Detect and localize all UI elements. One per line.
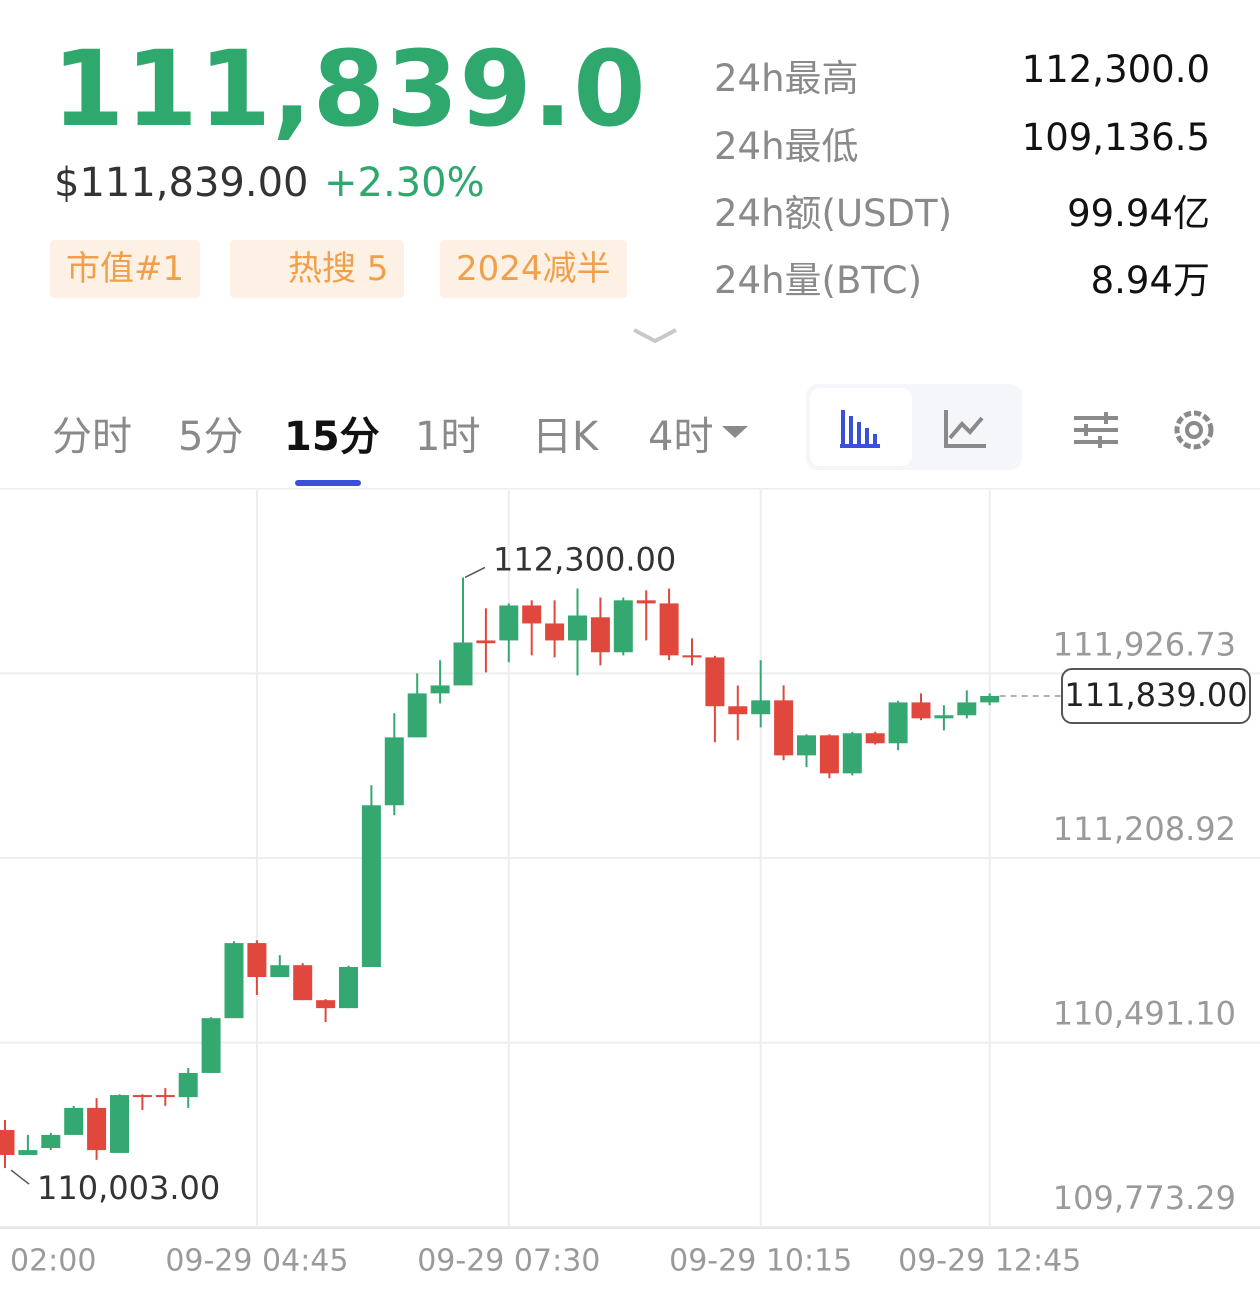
candle-body [0,1130,15,1155]
stat-label: 24h量(BTC) [714,259,923,302]
candle-body [682,655,702,658]
candle-body [590,617,610,653]
candle-body [18,1150,38,1155]
candle-body [636,600,656,604]
candle-body [110,1095,129,1153]
candle-body [41,1134,61,1149]
candle-body [407,693,427,738]
candle-body [201,1018,221,1073]
candle-body [522,605,542,624]
indicator-icon[interactable] [1074,412,1118,448]
tab[interactable]: 分时 [52,414,132,460]
candle-body [613,600,633,653]
candle-body [339,967,358,1009]
candle-body [87,1107,107,1151]
x-tick-label: 09-29 10:15 [669,1244,852,1279]
low-marker-label: 110,003.00 [37,1169,220,1207]
tab-underline [295,480,361,486]
candle-body [980,695,1000,703]
candle-body [545,623,565,641]
candle-body [224,943,244,1019]
low-marker-line [10,1169,30,1185]
stat-value: 109,136.5 [1021,116,1210,159]
candle-body [270,965,290,978]
candle-body [499,605,519,641]
x-tick-label: 09-29 07:30 [417,1244,600,1279]
candle-body [293,965,313,1001]
tag[interactable]: 热搜 5 [230,240,405,298]
candle-body [178,1072,198,1098]
candle-body [934,715,954,719]
candle-body [361,805,381,967]
line-icon[interactable] [944,410,986,448]
candle-body [888,702,908,744]
tab-active[interactable]: 15分 [284,414,380,460]
tab[interactable]: 日K [532,414,599,460]
candle-body [957,702,977,716]
stat-value: 99.94亿 [1067,192,1210,235]
dropdown-arrow[interactable] [722,426,748,438]
candle-body [911,702,931,719]
x-tick-label: 09-29 04:45 [165,1244,348,1279]
stat-value: 112,300.0 [1021,48,1210,91]
candle-body [797,735,816,756]
candle-body [842,733,862,774]
usd-price: $111,839.00 [54,160,309,206]
y-tick-label: 109,773.29 [1053,1179,1236,1217]
candle-body [384,737,404,806]
high-marker-label: 112,300.00 [493,540,676,578]
candle-body [659,603,679,656]
tag[interactable]: 市值#1 [50,240,201,298]
x-tick-label: 09-29 12:45 [898,1244,1081,1279]
y-tick-label: 110,491.10 [1053,995,1236,1033]
candle-body [728,706,748,715]
y-tick-label: 111,208.92 [1053,810,1236,848]
candle-body [430,685,450,694]
high-marker-line [464,566,486,579]
candle-body [64,1107,84,1135]
candle-body [155,1095,175,1098]
tab[interactable]: 1时 [415,414,481,460]
last-price: 111,839.0 [52,28,647,150]
y-tick-label: 111,926.73 [1053,625,1236,663]
candle-body [132,1095,152,1098]
last-price-box [1061,667,1251,724]
candle-body [568,615,587,641]
toolbar-icons [295,384,1214,486]
stat-label: 24h最低 [714,125,859,168]
candle-body [247,943,267,978]
candle-body [751,700,771,715]
x-tick-label: 02:00 [10,1244,96,1279]
candle-icon [840,410,880,448]
price-change: +2.30% [324,160,485,206]
tab[interactable]: 5分 [178,414,244,460]
tag[interactable]: 2024减半 [440,240,627,298]
candle-body [774,700,794,756]
candle-body [316,1000,336,1009]
settings-icon[interactable] [1174,410,1214,450]
candlestick-chart: 111,926.73 111,208.92 110,491.10 109,773.29… [0,488,1260,1279]
stat-label: 24h最高 [714,57,859,100]
last-price-label: 111,839.00 [1064,676,1247,714]
candle-body [865,733,885,744]
tab[interactable]: 4时 [648,414,714,460]
candle-body [819,735,839,774]
candle-body [476,640,496,644]
candle-body [453,642,473,686]
stat-label: 24h额(USDT) [714,192,953,235]
expand-chevron[interactable] [632,326,678,346]
candle-body [705,657,725,707]
stat-value: 8.94万 [1090,259,1210,302]
